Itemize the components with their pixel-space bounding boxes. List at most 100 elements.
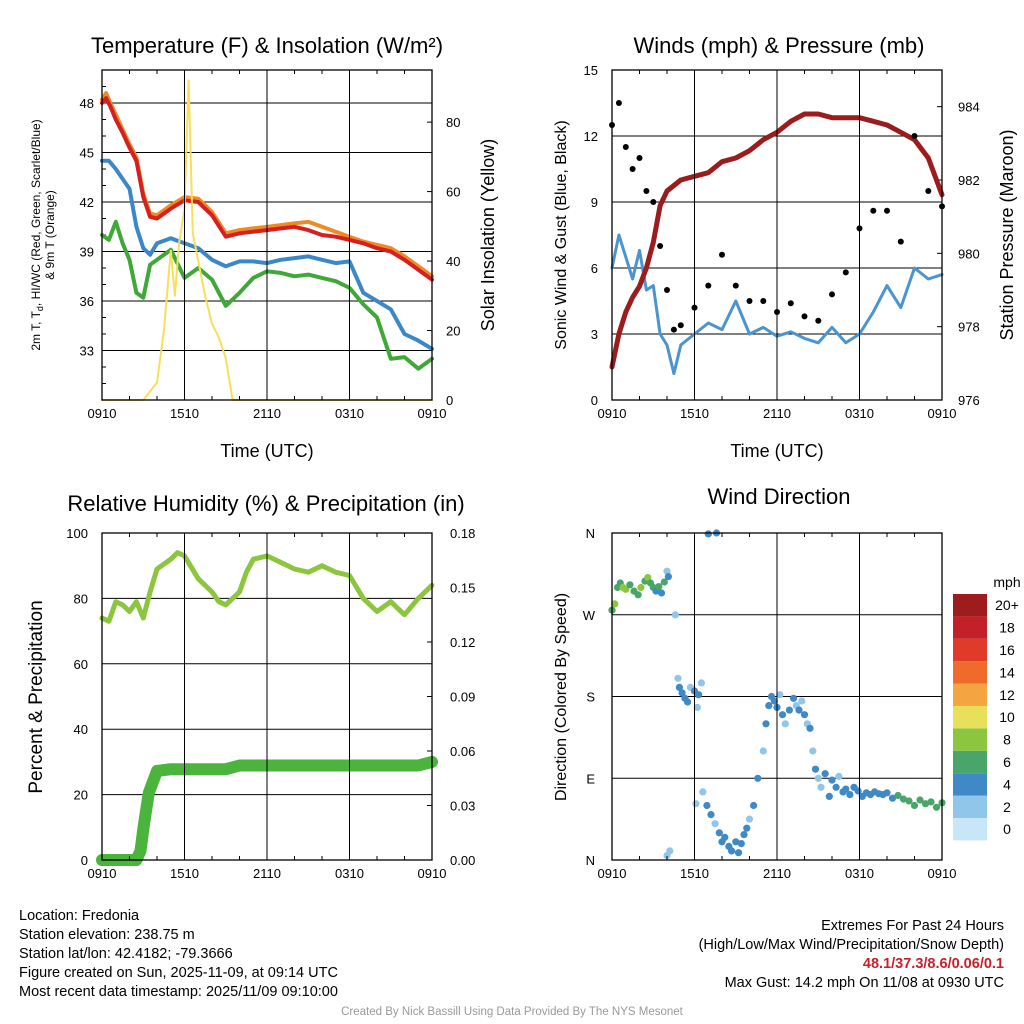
direction-point [674, 674, 682, 682]
direction-point [711, 820, 719, 828]
gust-point [705, 282, 712, 289]
colorbar-swatch [953, 818, 987, 841]
colorbar-label: 14 [999, 664, 1015, 680]
direction-point [644, 573, 652, 582]
rh-y2tick-label: 0.06 [450, 744, 475, 759]
direction-point [721, 833, 729, 841]
wind-y2tick-label: 976 [958, 393, 980, 408]
max-gust: Max Gust: 14.2 mph On 11/08 at 0930 UTC [724, 975, 1004, 991]
direction-point [817, 783, 825, 791]
direction-point [660, 578, 668, 586]
direction-point [663, 567, 671, 575]
direction-point [806, 724, 814, 732]
dir-ylabel: Direction (Colored By Speed) [553, 593, 570, 801]
direction-point [800, 711, 809, 719]
direction-point [785, 706, 794, 714]
rh-frame [101, 532, 433, 861]
gust-point [657, 243, 664, 249]
colorbar-swatch [953, 683, 987, 706]
temp-xtick-label: 0910 [88, 406, 117, 421]
temp-xtick-label: 1510 [170, 406, 199, 421]
wind-speed-line [610, 233, 944, 376]
direction-point [883, 789, 891, 797]
temp-y2label: Solar Insolation (Yellow) [478, 139, 498, 331]
temp-y2tick-label: 80 [446, 115, 460, 130]
rh-ylabel: Percent & Precipitation [26, 600, 47, 793]
gust-point [677, 322, 684, 329]
rh-xtick-label: 0910 [418, 866, 447, 881]
colorbar-label: 18 [999, 620, 1015, 636]
wind-y2label: Station Pressure (Maroon) [997, 129, 1017, 340]
direction-point [671, 611, 679, 619]
dir-ytick-label: N [586, 853, 595, 868]
direction-point [634, 591, 642, 599]
rh-ytick-label: 0 [81, 853, 88, 868]
rh-y2tick-label: 0.15 [450, 581, 475, 596]
extremes-values: 48.1/37.3/8.6/0.06/0.1 [862, 956, 1004, 972]
temp-series-line [100, 96, 434, 282]
colorbar-label: 0 [1003, 821, 1011, 837]
direction-point [715, 829, 723, 837]
gust-point [897, 238, 904, 245]
colorbar-label: 16 [999, 642, 1015, 658]
direction-point [888, 794, 897, 802]
temp-xlabel: Time (UTC) [220, 441, 313, 461]
temp-y2tick-label: 60 [446, 185, 460, 200]
direction-point [776, 691, 784, 699]
wind-ylabel: Sonic Wind & Gust (Blue, Black) [553, 120, 570, 349]
direction-point [657, 589, 666, 597]
precip-line [96, 755, 438, 866]
temp-ytick-label: 42 [80, 195, 94, 210]
direction-point [814, 774, 822, 782]
direction-point [825, 792, 833, 801]
colorbar-label: 2 [1003, 799, 1011, 815]
temp-y2tick-label: 20 [446, 324, 460, 339]
temp-ytick-label: 45 [80, 146, 94, 161]
dir-xtick-label: 0910 [928, 866, 957, 881]
wind-xtick-label: 0310 [845, 406, 874, 421]
gust-point [787, 300, 794, 307]
direction-point [811, 765, 820, 773]
direction-point [693, 703, 701, 712]
temp-chart-title: Temperature (F) & Insolation (W/m²) [91, 33, 443, 58]
wind-y2tick-label: 982 [958, 173, 980, 188]
station-info: Location: Fredonia Station elevation: 23… [19, 907, 338, 1002]
rh-ytick-label: 40 [74, 722, 88, 737]
gust-point [636, 155, 643, 161]
colorbar-swatch [953, 750, 987, 774]
colorbar-label: 6 [1003, 754, 1011, 770]
temp-ytick-label: 36 [80, 294, 94, 309]
gust-point [870, 207, 877, 214]
direction-point [707, 811, 715, 819]
colorbar-label: 10 [999, 709, 1015, 725]
direction-point [789, 694, 798, 702]
rh-ytick-label: 80 [74, 591, 88, 606]
wind-xtick-label: 0910 [928, 406, 957, 421]
direction-point [732, 838, 740, 846]
station-location: Location: Fredonia [19, 908, 140, 924]
direction-point [611, 600, 619, 608]
direction-point [762, 720, 770, 728]
direction-point [637, 583, 645, 592]
gust-point [801, 313, 808, 320]
wind-xlabel: Time (UTC) [730, 441, 823, 461]
temp-xtick-label: 0910 [418, 406, 447, 421]
dir-xtick-label: 1510 [680, 866, 709, 881]
wind-ytick-label: 15 [584, 63, 598, 78]
colorbar-swatch [953, 661, 987, 684]
gust-point [815, 317, 822, 324]
direction-point [703, 801, 711, 810]
colorbar-label: 8 [1003, 732, 1011, 748]
gust-point [650, 199, 657, 205]
direction-point [798, 697, 806, 705]
colorbar-swatch [953, 795, 987, 818]
direction-point [846, 791, 854, 799]
direction-point [740, 831, 748, 839]
direction-point [899, 795, 908, 803]
rh-xtick-label: 2110 [253, 866, 281, 881]
temp-series-line [100, 158, 434, 351]
direction-point [927, 798, 935, 806]
direction-point [754, 774, 762, 782]
wind-ytick-label: 6 [591, 261, 598, 276]
direction-point [655, 583, 663, 591]
